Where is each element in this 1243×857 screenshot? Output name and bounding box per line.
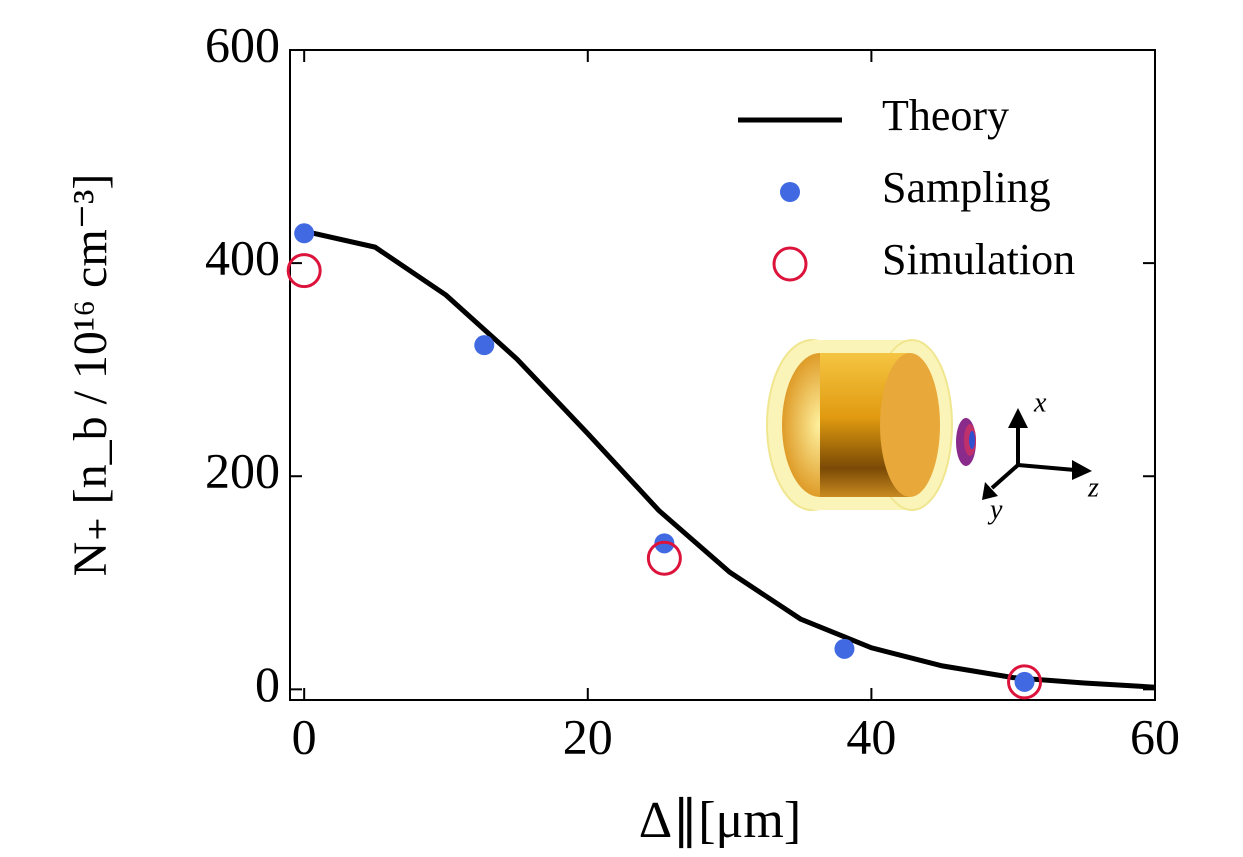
x-axis-label: Δ∥[μm] [639, 792, 801, 849]
y-tick-label: 600 [205, 16, 280, 72]
x-tick-label: 20 [563, 708, 613, 764]
y-axis-label: N₊ [n_b / 10¹⁶ cm⁻³] [64, 174, 117, 577]
inset-illustration: x y z [766, 339, 1099, 525]
legend-label: Sampling [882, 163, 1051, 212]
y-tick-label: 400 [205, 230, 280, 286]
x-tick-label: 60 [1130, 708, 1180, 764]
simulation-point [1007, 664, 1043, 700]
sampling-point [294, 223, 315, 244]
x-tick-label: 40 [846, 708, 896, 764]
legend-marker [780, 182, 800, 202]
sampling-point [834, 638, 855, 659]
legend-label: Theory [882, 91, 1009, 140]
x-tick-label: 0 [292, 708, 317, 764]
legend-label: Simulation [882, 235, 1075, 284]
legend-marker [772, 246, 808, 282]
plot-frame [289, 49, 1156, 701]
theory-line [303, 228, 1156, 690]
inset-axis-label: y [987, 494, 1003, 525]
y-tick-label: 200 [205, 443, 280, 499]
sampling-point [474, 335, 495, 356]
inset-axis-label: z [1087, 472, 1099, 503]
sampling-point [1014, 671, 1035, 692]
simulation-point [286, 253, 322, 289]
inset-axis-label: x [1033, 387, 1047, 418]
simulation-point [646, 540, 682, 576]
y-tick-label: 0 [255, 656, 280, 712]
